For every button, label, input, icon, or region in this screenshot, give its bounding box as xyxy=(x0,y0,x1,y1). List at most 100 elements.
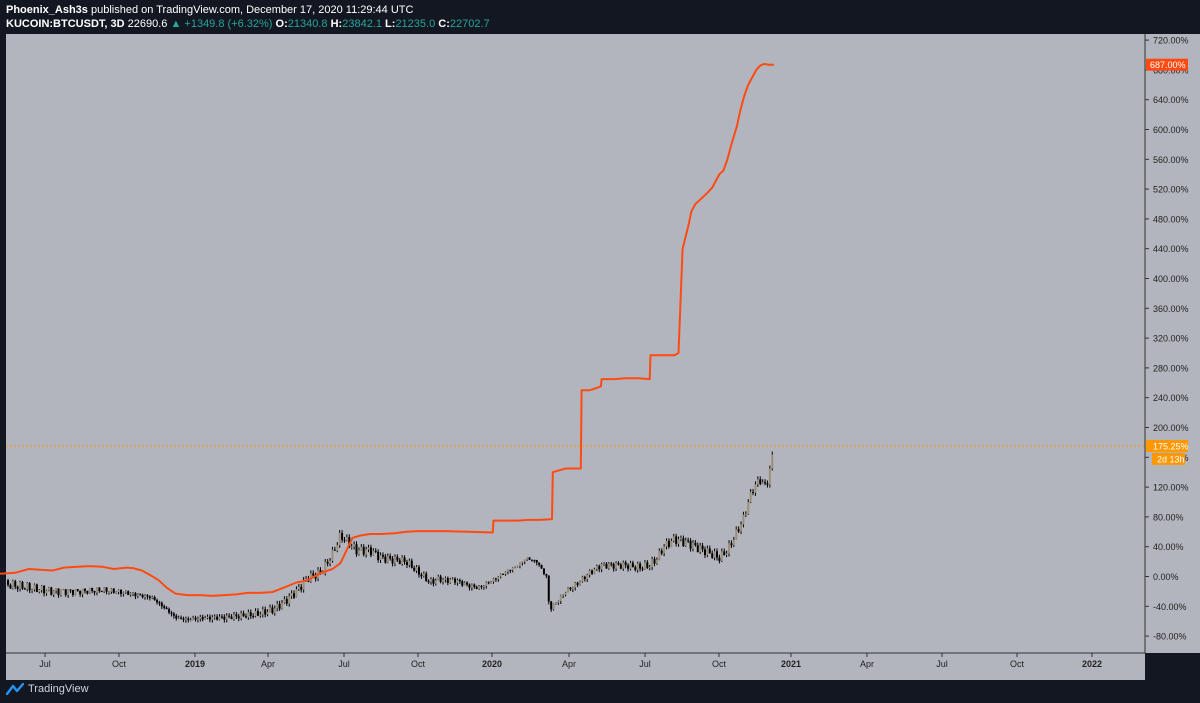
candle-body xyxy=(417,567,420,575)
candle-body xyxy=(208,616,211,620)
candle-body xyxy=(105,587,108,592)
candle-body xyxy=(576,582,579,585)
candle-body xyxy=(112,588,115,593)
candle-body xyxy=(139,594,142,596)
tradingview-logo[interactable]: TradingView xyxy=(6,683,89,695)
candle-body xyxy=(151,597,154,599)
candle-body xyxy=(759,479,762,484)
candle-body xyxy=(627,565,630,569)
candle-body xyxy=(591,570,594,574)
candle-body xyxy=(331,549,334,561)
x-tick-label: Oct xyxy=(411,659,426,669)
x-tick-label: Jul xyxy=(39,659,51,669)
candle-body xyxy=(141,594,144,598)
candle-body xyxy=(127,591,130,595)
candle-body xyxy=(264,609,267,615)
y-tick-label: 640.00% xyxy=(1153,95,1189,105)
x-tick-label: Apr xyxy=(562,659,576,669)
candle-body xyxy=(192,617,195,620)
candle-body xyxy=(276,603,279,609)
candle-body xyxy=(478,586,481,589)
candle-body xyxy=(415,567,418,571)
candle-body xyxy=(345,537,348,541)
candle-body xyxy=(492,578,495,582)
candle-body xyxy=(648,567,651,569)
candle-body xyxy=(237,616,240,619)
x-tick-label: Jul xyxy=(338,659,350,669)
symbol-name[interactable]: KUCOIN:BTCUSDT, 3D xyxy=(6,18,125,30)
candle-body xyxy=(76,589,79,591)
candle-body xyxy=(684,540,687,547)
candle-body xyxy=(216,616,219,620)
candle-body xyxy=(482,586,485,588)
candle-body xyxy=(550,601,553,610)
candle-body xyxy=(81,588,84,595)
candle-body xyxy=(699,545,702,553)
candle-body xyxy=(23,588,26,590)
candle-body xyxy=(646,562,649,568)
candle-body xyxy=(610,563,613,565)
candle-body xyxy=(83,588,86,591)
candle-body xyxy=(689,540,692,549)
candle-body xyxy=(595,565,598,570)
candle-body xyxy=(314,575,317,579)
x-tick-label: Apr xyxy=(860,659,874,669)
candle-body xyxy=(653,558,656,564)
candle-series[interactable] xyxy=(7,451,774,623)
candle-body xyxy=(619,564,622,569)
candle-body xyxy=(687,540,690,542)
candle-body xyxy=(631,562,634,568)
time-axis[interactable] xyxy=(6,653,1145,680)
candle-body xyxy=(26,583,29,590)
candle-body xyxy=(211,617,214,620)
candle-body xyxy=(528,557,531,560)
candle-body xyxy=(706,548,709,556)
candle-body xyxy=(569,587,572,590)
candle-body xyxy=(91,587,94,592)
candle-body xyxy=(682,538,685,547)
candle-body xyxy=(497,576,500,579)
plot-area[interactable] xyxy=(6,34,1145,653)
candle-body xyxy=(45,590,48,594)
candle-body xyxy=(391,558,394,564)
candle-body xyxy=(247,612,250,618)
countdown: 2d 13h xyxy=(1157,454,1185,464)
candle-body xyxy=(372,550,375,556)
author-name[interactable]: Phoenix_Ash3s xyxy=(6,4,88,16)
candle-body xyxy=(559,595,562,602)
candle-body xyxy=(196,618,199,620)
candle-body xyxy=(256,611,259,616)
candle-body xyxy=(494,578,497,580)
candle-body xyxy=(19,582,22,589)
candle-body xyxy=(170,612,173,614)
y-tick-label: 440.00% xyxy=(1153,244,1189,254)
candle-body xyxy=(355,544,358,555)
candle-body xyxy=(107,591,110,593)
red-line-value-bg xyxy=(1146,58,1188,71)
red-line-series[interactable] xyxy=(0,62,774,597)
candle-body xyxy=(663,546,666,554)
candle-body xyxy=(711,553,714,558)
candle-body xyxy=(701,545,704,550)
open-label: O: xyxy=(275,18,288,30)
price-chart[interactable]: 720.00%680.00%640.00%600.00%560.00%520.0… xyxy=(0,34,1200,680)
candle-body xyxy=(444,578,447,580)
candle-body xyxy=(487,582,490,584)
candle-body xyxy=(288,596,291,604)
candle-body xyxy=(526,557,529,560)
candle-body xyxy=(153,597,156,601)
candle-body xyxy=(74,589,77,595)
up-arrow-icon: ▲ xyxy=(170,18,182,30)
candle-body xyxy=(31,589,34,591)
candle-body xyxy=(449,579,452,583)
candle-body xyxy=(761,482,764,484)
candle-body xyxy=(177,617,180,619)
candle-body xyxy=(509,570,512,572)
candle-body xyxy=(600,564,603,570)
candle-body xyxy=(538,562,541,565)
candle-body xyxy=(244,616,247,618)
candle-body xyxy=(728,543,731,554)
price-axis[interactable] xyxy=(1145,34,1200,653)
last-price-label: 175.25% 2d 13h xyxy=(1146,439,1189,465)
candle-body xyxy=(59,590,62,596)
